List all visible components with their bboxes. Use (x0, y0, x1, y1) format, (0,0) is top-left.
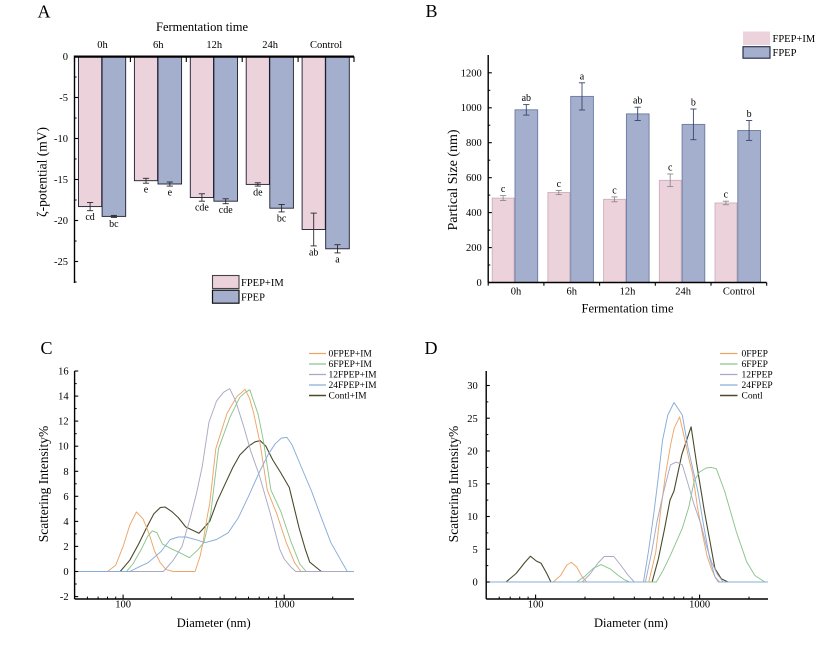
svg-text:16: 16 (58, 367, 69, 378)
svg-text:cd: cd (85, 212, 94, 223)
svg-text:ζ-potential (mV): ζ-potential (mV) (35, 127, 50, 217)
svg-text:cde: cde (195, 203, 209, 214)
svg-text:100: 100 (115, 600, 131, 611)
svg-text:c: c (724, 190, 729, 201)
svg-text:0FPEP+IM: 0FPEP+IM (329, 350, 373, 360)
svg-text:Scattering Intensity%: Scattering Intensity% (446, 426, 461, 543)
svg-text:1000: 1000 (461, 103, 482, 114)
svg-text:Contl+IM: Contl+IM (329, 392, 368, 402)
svg-text:100: 100 (528, 600, 544, 611)
svg-text:Partical Size (nm): Partical Size (nm) (446, 129, 461, 230)
svg-text:12h: 12h (620, 287, 637, 298)
svg-text:D: D (425, 338, 438, 358)
svg-text:FPEP: FPEP (241, 293, 265, 304)
svg-text:Scattering Intensity%: Scattering Intensity% (36, 426, 51, 543)
svg-text:Fermentation time: Fermentation time (156, 20, 248, 34)
svg-text:FPEP: FPEP (773, 48, 797, 59)
svg-text:12FPEP+IM: 12FPEP+IM (329, 371, 378, 381)
svg-text:Fermentation time: Fermentation time (582, 302, 674, 316)
svg-text:Contl: Contl (742, 392, 763, 402)
svg-text:6: 6 (63, 492, 68, 503)
svg-text:e: e (168, 188, 173, 199)
svg-text:-5: -5 (59, 93, 68, 104)
svg-text:24h: 24h (262, 40, 279, 51)
svg-text:bc: bc (277, 213, 287, 224)
svg-text:-15: -15 (54, 175, 68, 186)
svg-text:A: A (38, 2, 51, 22)
svg-text:400: 400 (466, 208, 482, 219)
svg-text:0: 0 (63, 567, 68, 578)
svg-text:de: de (253, 188, 263, 199)
svg-text:Diameter (nm): Diameter (nm) (177, 616, 251, 630)
svg-text:FPEP+IM: FPEP+IM (773, 34, 816, 45)
svg-text:25: 25 (467, 414, 478, 425)
svg-text:6FPEP+IM: 6FPEP+IM (329, 360, 373, 370)
svg-text:6h: 6h (567, 287, 578, 298)
svg-text:b: b (691, 98, 696, 109)
svg-text:a: a (580, 71, 585, 82)
svg-text:0FPEP: 0FPEP (742, 350, 768, 360)
svg-text:-25: -25 (54, 257, 68, 268)
svg-text:c: c (557, 179, 562, 190)
svg-text:bc: bc (109, 219, 119, 230)
svg-text:0: 0 (63, 52, 68, 63)
svg-text:-20: -20 (54, 216, 68, 227)
svg-text:c: c (501, 184, 506, 195)
svg-text:0: 0 (472, 578, 477, 589)
svg-text:30: 30 (467, 381, 478, 392)
svg-text:Diameter (nm): Diameter (nm) (594, 616, 668, 630)
svg-text:2: 2 (63, 542, 68, 553)
svg-text:c: c (668, 163, 673, 174)
svg-text:0h: 0h (511, 287, 522, 298)
svg-text:12: 12 (58, 417, 69, 428)
svg-text:b: b (747, 109, 752, 120)
svg-text:a: a (335, 254, 340, 265)
svg-text:ab: ab (309, 247, 318, 258)
svg-text:10: 10 (58, 442, 69, 453)
svg-text:24FPEP+IM: 24FPEP+IM (329, 381, 378, 391)
svg-text:6FPEP: 6FPEP (742, 360, 768, 370)
svg-text:600: 600 (466, 173, 482, 184)
svg-text:1200: 1200 (461, 68, 482, 79)
svg-text:-2: -2 (60, 592, 69, 603)
svg-text:8: 8 (63, 467, 68, 478)
svg-text:24FPEP: 24FPEP (742, 381, 773, 391)
svg-text:-10: -10 (54, 134, 68, 145)
svg-text:12FPEP: 12FPEP (742, 371, 773, 381)
svg-text:Control: Control (310, 40, 342, 51)
svg-text:1000: 1000 (274, 600, 295, 611)
svg-text:B: B (426, 1, 438, 21)
svg-text:ab: ab (522, 93, 531, 104)
svg-text:200: 200 (466, 243, 482, 254)
svg-text:0h: 0h (97, 40, 108, 51)
svg-text:C: C (41, 338, 53, 358)
svg-text:800: 800 (466, 138, 482, 149)
svg-text:5: 5 (472, 545, 477, 556)
svg-text:10: 10 (467, 512, 478, 523)
svg-text:ab: ab (633, 96, 642, 107)
svg-text:4: 4 (63, 517, 69, 528)
svg-text:6h: 6h (153, 40, 164, 51)
svg-text:e: e (144, 185, 149, 196)
svg-text:24h: 24h (675, 287, 692, 298)
svg-text:20: 20 (467, 447, 478, 458)
svg-text:Control: Control (723, 287, 755, 298)
svg-text:15: 15 (467, 479, 478, 490)
svg-text:0: 0 (476, 278, 481, 289)
svg-text:cde: cde (219, 205, 233, 216)
svg-text:FPEP+IM: FPEP+IM (241, 278, 284, 289)
svg-text:c: c (612, 185, 617, 196)
svg-text:12h: 12h (206, 40, 223, 51)
svg-text:1000: 1000 (689, 600, 710, 611)
svg-text:14: 14 (58, 392, 69, 403)
